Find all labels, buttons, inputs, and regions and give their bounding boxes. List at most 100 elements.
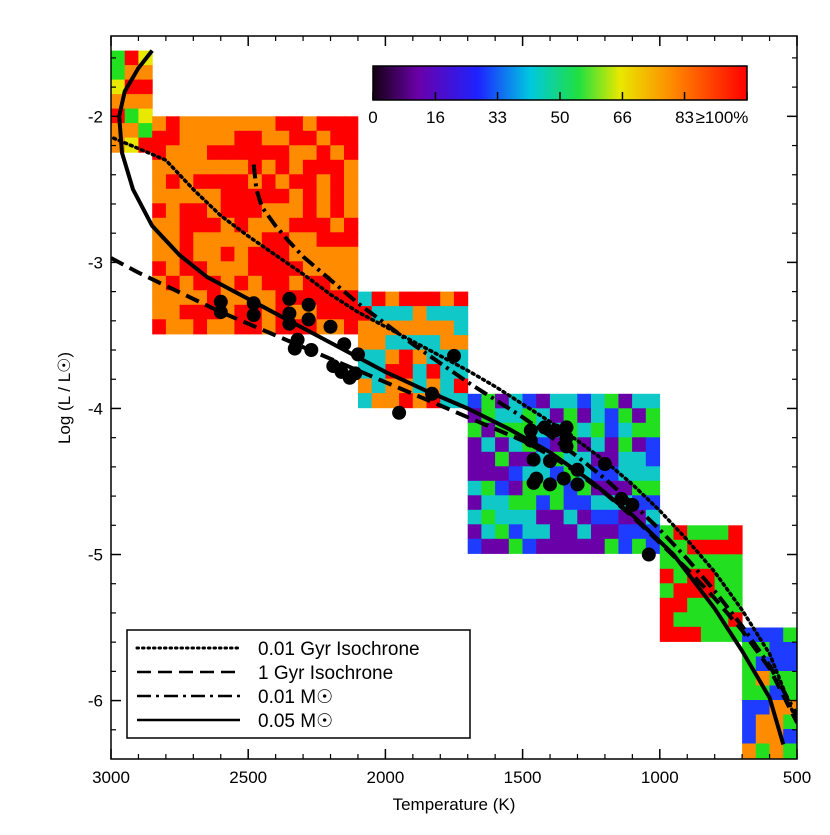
heatmap-cell: [481, 466, 496, 482]
colorbar-tick-label: 50: [551, 108, 570, 127]
heatmap-cell: [316, 188, 331, 204]
heatmap-cell: [302, 188, 318, 204]
heatmap-cell: [179, 116, 194, 132]
heatmap-cell: [440, 291, 455, 307]
heatmap-cell: [604, 509, 619, 525]
heatmap-cell: [207, 217, 222, 233]
data-point: [570, 462, 585, 477]
heatmap-cell: [179, 203, 194, 219]
heatmap-cell: [522, 509, 537, 525]
heatmap-cell: [152, 159, 167, 175]
heatmap-cell: [261, 130, 277, 146]
data-point: [523, 433, 538, 448]
heatmap-cell: [179, 304, 194, 320]
heatmap-cell: [632, 437, 647, 453]
heatmap-cell: [728, 525, 743, 541]
heatmap-cell: [220, 319, 235, 335]
data-point: [543, 454, 557, 468]
colorbar-tick-label: 0: [368, 108, 377, 127]
heatmap-cell: [248, 116, 263, 132]
heatmap-cell: [632, 408, 647, 424]
heatmap-cell: [687, 525, 702, 541]
heatmap-cell: [536, 495, 551, 511]
heatmap-cell: [700, 554, 716, 570]
heatmap-cell: [220, 116, 235, 132]
heatmap-cell: [316, 203, 331, 219]
heatmap-cell: [344, 246, 359, 262]
heatmap-cell: [344, 304, 359, 320]
heatmap-cell: [673, 626, 688, 642]
heatmap-cell: [344, 130, 359, 146]
heatmap-cell: [234, 246, 249, 262]
heatmap-cell: [207, 319, 222, 335]
heatmap-cell: [289, 275, 304, 291]
heatmap-cell: [549, 408, 565, 424]
heatmap-cell: [179, 188, 194, 204]
heatmap-cell: [248, 145, 263, 161]
data-point: [597, 457, 612, 471]
heatmap-cell: [165, 319, 181, 335]
heatmap-cell: [467, 437, 482, 453]
heatmap-cell: [316, 174, 331, 190]
heatmap-cell: [124, 108, 139, 124]
colorbar-tick-label: 16: [426, 108, 445, 127]
heatmap-cell: [742, 743, 757, 759]
heatmap-cell: [549, 538, 565, 554]
heatmap-cell: [358, 378, 373, 394]
heatmap-cell: [234, 188, 249, 204]
heatmap-cell: [261, 290, 277, 306]
heatmap-cell: [508, 451, 524, 467]
heatmap-cell: [618, 524, 633, 540]
heatmap-cell: [330, 261, 345, 277]
heatmap-cell: [536, 538, 551, 554]
heatmap-cell: [275, 217, 290, 233]
data-point: [301, 297, 316, 312]
data-point: [301, 312, 316, 327]
series-line-0-01-m: [251, 164, 797, 717]
heatmap-cell: [248, 275, 263, 291]
heatmap-cell: [152, 174, 167, 190]
heatmap-cell: [522, 538, 537, 554]
heatmap-cell: [275, 174, 290, 190]
heatmap-cell: [769, 642, 784, 658]
colorbar-tick-label: 66: [613, 108, 632, 127]
heatmap-cell: [179, 232, 194, 248]
heatmap-cell: [700, 612, 716, 628]
heatmap-cell: [234, 130, 249, 146]
data-point: [556, 471, 571, 486]
heatmap-cell: [358, 335, 373, 351]
heatmap-cell: [165, 116, 181, 132]
data-point: [570, 477, 585, 492]
heatmap-cell: [165, 174, 181, 190]
heatmap-cell: [165, 188, 181, 204]
heatmap-cell: [673, 583, 688, 599]
heatmap-cell: [344, 275, 359, 291]
heatmap-cell: [316, 159, 331, 175]
heatmap-cell: [549, 495, 565, 511]
data-point: [282, 316, 297, 331]
heatmap-cell: [275, 159, 290, 175]
legend: 0.01 Gyr Isochrone 1 Gyr Isochrone 0.01 M☉…: [126, 629, 471, 739]
heatmap-cell: [179, 275, 194, 291]
y-tick-label: -2: [88, 107, 103, 126]
heatmap-cell: [755, 656, 771, 672]
heatmap-cell: [152, 130, 167, 146]
heatmap-cell: [536, 393, 551, 409]
heatmap-cell: [453, 378, 469, 394]
heatmap-cell: [508, 495, 524, 511]
heatmap-cell: [385, 378, 400, 394]
heatmap-cell: [207, 159, 222, 175]
heatmap-cell: [495, 437, 510, 453]
heatmap-cell: [467, 451, 482, 467]
heatmap-cell: [440, 378, 455, 394]
heatmap-cell: [604, 408, 619, 424]
heatmap-cell: [399, 364, 414, 380]
heatmap-cell: [358, 291, 373, 307]
y-tick-label: -5: [88, 546, 103, 565]
data-point: [282, 306, 297, 321]
heatmap-cell: [330, 246, 345, 262]
heatmap-cell: [165, 217, 181, 233]
data-point: [348, 366, 363, 381]
heatmap-cell: [330, 188, 345, 204]
observed-points: [213, 291, 656, 562]
